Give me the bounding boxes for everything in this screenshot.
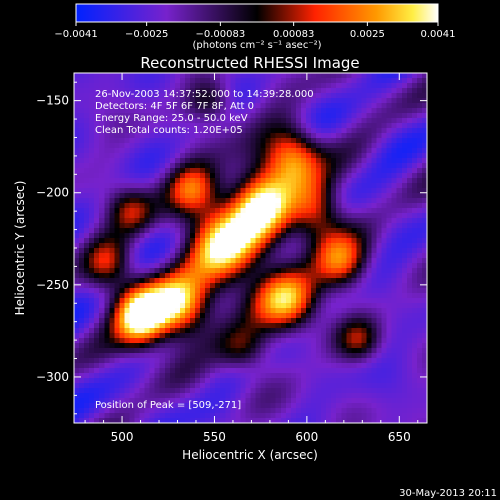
y-axis-ticks: −150 −200 −250 −300 <box>36 81 427 415</box>
colorbar-tick-label: 0.0041 <box>421 29 456 40</box>
y-tick-label: −300 <box>36 370 69 384</box>
x-tick-label: 500 <box>111 430 134 444</box>
chart-title: Reconstructed RHESSI Image <box>140 54 359 72</box>
x-tick-label: 550 <box>203 430 226 444</box>
colorbar-tick-label: 0.00083 <box>273 29 314 40</box>
y-tick-label: −250 <box>36 278 69 292</box>
y-axis-label: Heliocentric Y (arcsec) <box>13 181 27 316</box>
annotation-clean-counts: Clean Total counts: 1.20E+05 <box>95 125 243 136</box>
y-tick-label: −200 <box>36 186 69 200</box>
colorbar-unit-label: (photons cm⁻² s⁻¹ asec⁻²) <box>192 40 321 51</box>
annotation-detectors: Detectors: 4F 5F 6F 7F 8F, Att 0 <box>95 101 254 112</box>
annotation-time: 26-Nov-2003 14:37:52.000 to 14:39:28.000 <box>95 89 314 100</box>
colorbar-tick-label: −0.0041 <box>54 29 97 40</box>
colorbar-tick-label: −0.00083 <box>195 29 245 40</box>
x-tick-label: 650 <box>388 430 411 444</box>
colorbar-tick-label: −0.0025 <box>125 29 168 40</box>
x-tick-label: 600 <box>295 430 318 444</box>
annotation-energy: Energy Range: 25.0 - 50.0 keV <box>95 113 248 124</box>
colorbar <box>75 3 439 23</box>
footer-date: 30-May-2013 20:11 <box>399 488 497 499</box>
colorbar-ticks: −0.0041 −0.0025 −0.00083 0.00083 0.0025 0.004… <box>54 22 456 40</box>
annotation-peak-position: Position of Peak = [509,-271] <box>95 400 241 411</box>
x-axis-ticks: 500 550 600 650 <box>84 73 419 444</box>
heatmap-image <box>74 73 427 423</box>
y-tick-label: −150 <box>36 94 69 108</box>
x-axis-label: Heliocentric X (arcsec) <box>182 448 318 462</box>
plot-area <box>73 72 428 424</box>
colorbar-tick-label: 0.0025 <box>350 29 385 40</box>
